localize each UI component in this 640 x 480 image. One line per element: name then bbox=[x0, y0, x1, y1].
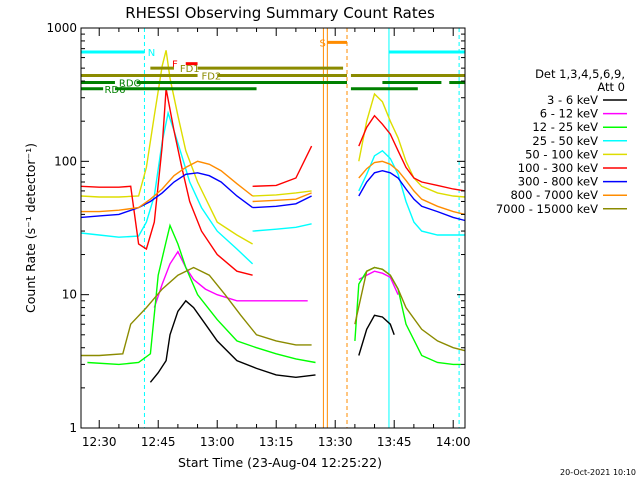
legend-label-6: 300 - 800 keV bbox=[518, 175, 598, 189]
series-line-7-seg-0 bbox=[81, 160, 254, 213]
series-line-3-seg-1 bbox=[252, 223, 312, 232]
series-line-4-seg-0 bbox=[80, 50, 253, 245]
series-line-0-seg-1 bbox=[358, 314, 395, 356]
x-tick-label-1: 12:45 bbox=[141, 435, 176, 449]
x-tick-label-4: 13:30 bbox=[318, 435, 353, 449]
y-tick-label-2: 100 bbox=[54, 154, 77, 168]
legend-label-7: 800 - 7000 keV bbox=[510, 188, 598, 202]
x-tick-label-5: 13:45 bbox=[377, 435, 412, 449]
series-line-7-seg-2 bbox=[358, 160, 466, 216]
series-line-6-seg-1 bbox=[252, 195, 312, 209]
x-tick-label-2: 13:00 bbox=[200, 435, 235, 449]
flag-label-rd6: RD6 bbox=[104, 85, 125, 96]
y-tick-label-3: 1000 bbox=[46, 21, 77, 35]
y-tick-label-1: 10 bbox=[62, 288, 77, 302]
flag-label-s: S bbox=[319, 38, 325, 49]
x-axis-label: Start Time (23-Aug-04 12:25:22) bbox=[178, 455, 382, 470]
y-axis-label: Count Rate (s⁻¹ detector⁻¹) bbox=[23, 143, 38, 313]
legend-label-0: 3 - 6 keV bbox=[547, 93, 598, 107]
timestamp: 20-Oct-2021 10:10 bbox=[560, 468, 636, 477]
series-line-2-seg-0 bbox=[87, 223, 316, 366]
vertical-markers bbox=[143, 28, 460, 428]
series-line-4-seg-1 bbox=[252, 190, 312, 197]
legend-label-3: 25 - 50 keV bbox=[532, 134, 598, 148]
flag-label-rdo: RDO bbox=[119, 79, 142, 90]
series-line-6-seg-2 bbox=[358, 169, 466, 222]
legend-label-1: 6 - 12 keV bbox=[540, 107, 598, 121]
series-line-5-seg-0 bbox=[80, 88, 253, 276]
y-axis-ticks: 1 10 100 1000 bbox=[46, 21, 465, 435]
series-line-1-seg-0 bbox=[153, 250, 308, 308]
plot-frame bbox=[80, 27, 466, 429]
legend-header-0: Det 1,3,4,5,6,9, bbox=[535, 67, 625, 81]
series-line-7-seg-1 bbox=[252, 192, 312, 203]
x-tick-label-6: 14:00 bbox=[436, 435, 471, 449]
legend-label-4: 50 - 100 keV bbox=[525, 147, 598, 161]
legend-label-2: 12 - 25 keV bbox=[532, 120, 598, 134]
series-line-3-seg-0 bbox=[80, 110, 254, 265]
series-line-5-seg-1 bbox=[252, 145, 313, 187]
flag-label-fd2: FD2 bbox=[201, 72, 221, 83]
legend-header-1: Att 0 bbox=[597, 80, 625, 94]
series-line-8-seg-0 bbox=[81, 266, 312, 357]
x-tick-label-0: 12:30 bbox=[82, 435, 117, 449]
legend-label-5: 100 - 300 keV bbox=[518, 161, 598, 175]
flag-label-fd1: FD1 bbox=[180, 64, 200, 75]
x-axis-ticks: 12:30 12:45 13:00 13:15 13:30 13:45 14:00 bbox=[82, 28, 471, 449]
series-line-3-seg-2 bbox=[358, 149, 465, 236]
series-line-8-seg-1 bbox=[354, 266, 466, 352]
series-line-4-seg-2 bbox=[358, 92, 466, 198]
x-tick-label-3: 13:15 bbox=[259, 435, 294, 449]
flag-label-f: F bbox=[172, 60, 178, 71]
series-lines bbox=[80, 50, 466, 383]
series-line-5-seg-2 bbox=[358, 114, 466, 192]
y-tick-label-0: 1 bbox=[69, 421, 77, 435]
flag-label-n: N bbox=[148, 48, 155, 59]
chart-title: RHESSI Observing Summary Count Rates bbox=[125, 4, 435, 22]
legend-label-8: 7000 - 15000 keV bbox=[496, 202, 598, 216]
series-line-2-seg-1 bbox=[354, 266, 462, 366]
series-line-6-seg-0 bbox=[80, 172, 254, 219]
series-line-0-seg-0 bbox=[149, 299, 316, 383]
